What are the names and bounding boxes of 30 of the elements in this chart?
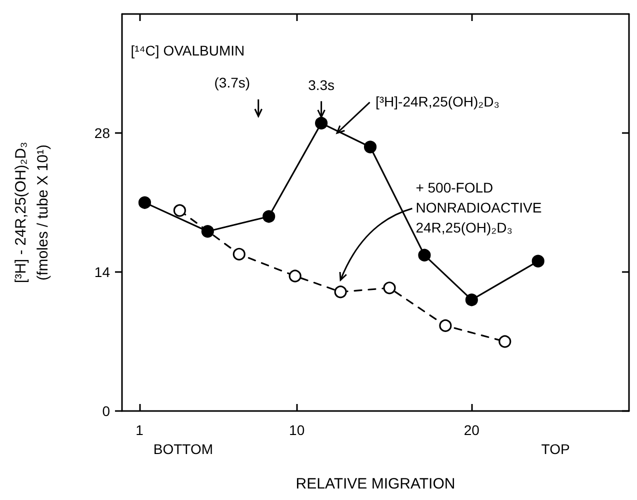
text: + 500-FOLD NONRADIOACTIVE 24R,25(OH)₂D₃ xyxy=(416,180,542,236)
point xyxy=(532,254,544,268)
point xyxy=(201,225,214,238)
point xyxy=(138,196,152,209)
x-tick-label: 10 xyxy=(289,422,305,438)
point xyxy=(232,248,246,260)
point xyxy=(334,286,347,298)
point xyxy=(439,319,452,332)
text: [³H]-24R,25(OH)₂D₃ xyxy=(376,93,500,110)
y-tick-label: 14 xyxy=(94,264,110,280)
point xyxy=(364,140,377,154)
y-tick-label: 28 xyxy=(94,125,110,142)
y-tick-label: 0 xyxy=(102,403,110,419)
text: BOTTOM xyxy=(153,441,214,457)
point xyxy=(288,270,302,282)
annotation: [¹⁴C] OVALBUMIN xyxy=(130,42,245,59)
x-tick-label: 1 xyxy=(136,422,144,438)
point xyxy=(383,282,396,294)
y-axis-title: [³H] - 24R,25(OH)₂D₃ (fmoles / tube X 10¹) xyxy=(12,142,52,284)
x-tick-label: 20 xyxy=(464,422,480,438)
point xyxy=(498,335,512,348)
point xyxy=(173,204,186,217)
point xyxy=(315,116,328,130)
x-axis-title: RELATIVE MIGRATION xyxy=(296,476,456,492)
annotation: (3.7s) xyxy=(214,74,250,90)
point xyxy=(262,210,276,223)
point xyxy=(465,294,478,306)
annotation: 3.3s xyxy=(308,77,335,94)
text: TOP xyxy=(541,441,570,457)
point xyxy=(418,248,431,262)
